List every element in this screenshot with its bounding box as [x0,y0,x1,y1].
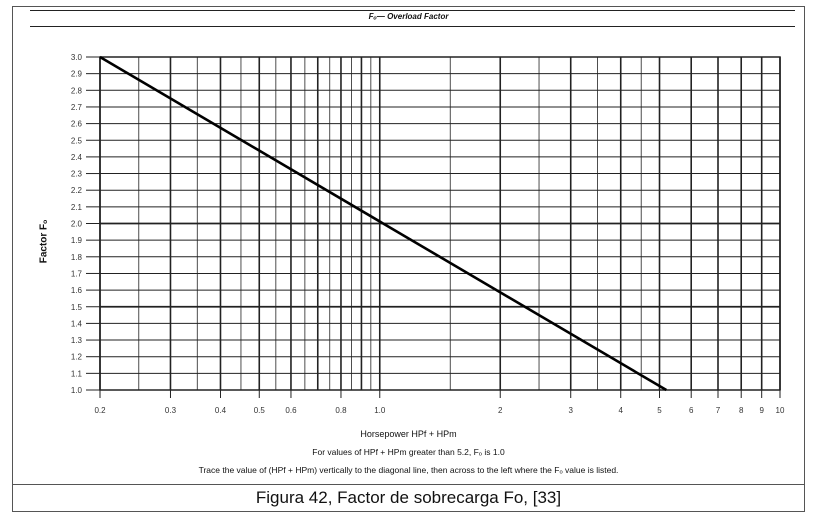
caption-box: Figura 42, Factor de sobrecarga Fo, [33] [12,484,805,512]
y-tick-label: 1.2 [71,353,83,362]
x-tick-label: 0.2 [94,406,106,415]
y-tick-label: 1.5 [71,303,83,312]
y-tick-label: 2.0 [71,220,83,229]
y-tick-label: 2.5 [71,136,83,145]
y-tick-label: 2.9 [71,70,83,79]
x-tick-label: 0.3 [165,406,177,415]
top-rule [30,10,795,11]
x-tick-label: 10 [776,406,785,415]
y-tick-label: 2.6 [71,120,83,129]
title-rule [30,26,795,27]
x-tick-label: 0.8 [335,406,347,415]
x-tick-label: 5 [657,406,662,415]
y-tick-label: 2.1 [71,203,83,212]
x-tick-label: 0.6 [285,406,297,415]
x-tick-label: 8 [739,406,744,415]
note-line-2: Trace the value of (HPf + HPm) verticall… [198,465,619,475]
y-tick-label: 1.7 [71,269,83,278]
overload-factor-line [99,55,667,392]
chart-title: Fₒ— Overload Factor [368,12,449,21]
y-tick-label: 1.1 [71,369,83,378]
x-tick-label: 7 [716,406,721,415]
y-tick-label: 1.8 [71,253,83,262]
x-tick-label: 2 [498,406,503,415]
x-tick-label: 0.5 [254,406,266,415]
y-tick-label: 3.0 [71,53,83,62]
note-line-1: For values of HPf + HPm greater than 5.2… [312,447,505,457]
x-tick-label: 3 [568,406,573,415]
y-tick-label: 1.3 [71,336,83,345]
x-tick-label: 4 [619,406,624,415]
y-tick-label: 2.8 [71,86,83,95]
y-tick-label: 1.6 [71,286,83,295]
x-tick-label: 6 [689,406,694,415]
x-tick-label: 9 [759,406,764,415]
x-tick-label: 0.4 [215,406,227,415]
y-tick-label: 2.7 [71,103,83,112]
y-tick-label: 1.9 [71,236,83,245]
y-tick-label: 1.4 [71,319,83,328]
y-tick-label: 2.3 [71,170,83,179]
y-tick-label: 1.0 [71,386,83,395]
x-axis-label: Horsepower HPf + HPm [360,429,457,439]
y-tick-label: 2.2 [71,186,83,195]
figure-caption: Figura 42, Factor de sobrecarga Fo, [33] [255,488,562,507]
x-tick-label: 1.0 [374,406,386,415]
y-tick-label: 2.4 [71,153,83,162]
overload-factor-chart: 1.0 1.1 1.2 1.3 1.4 1.5 1.6 1.7 1.8 1.9 2.0 2.1 2.2 2… [71,53,785,415]
